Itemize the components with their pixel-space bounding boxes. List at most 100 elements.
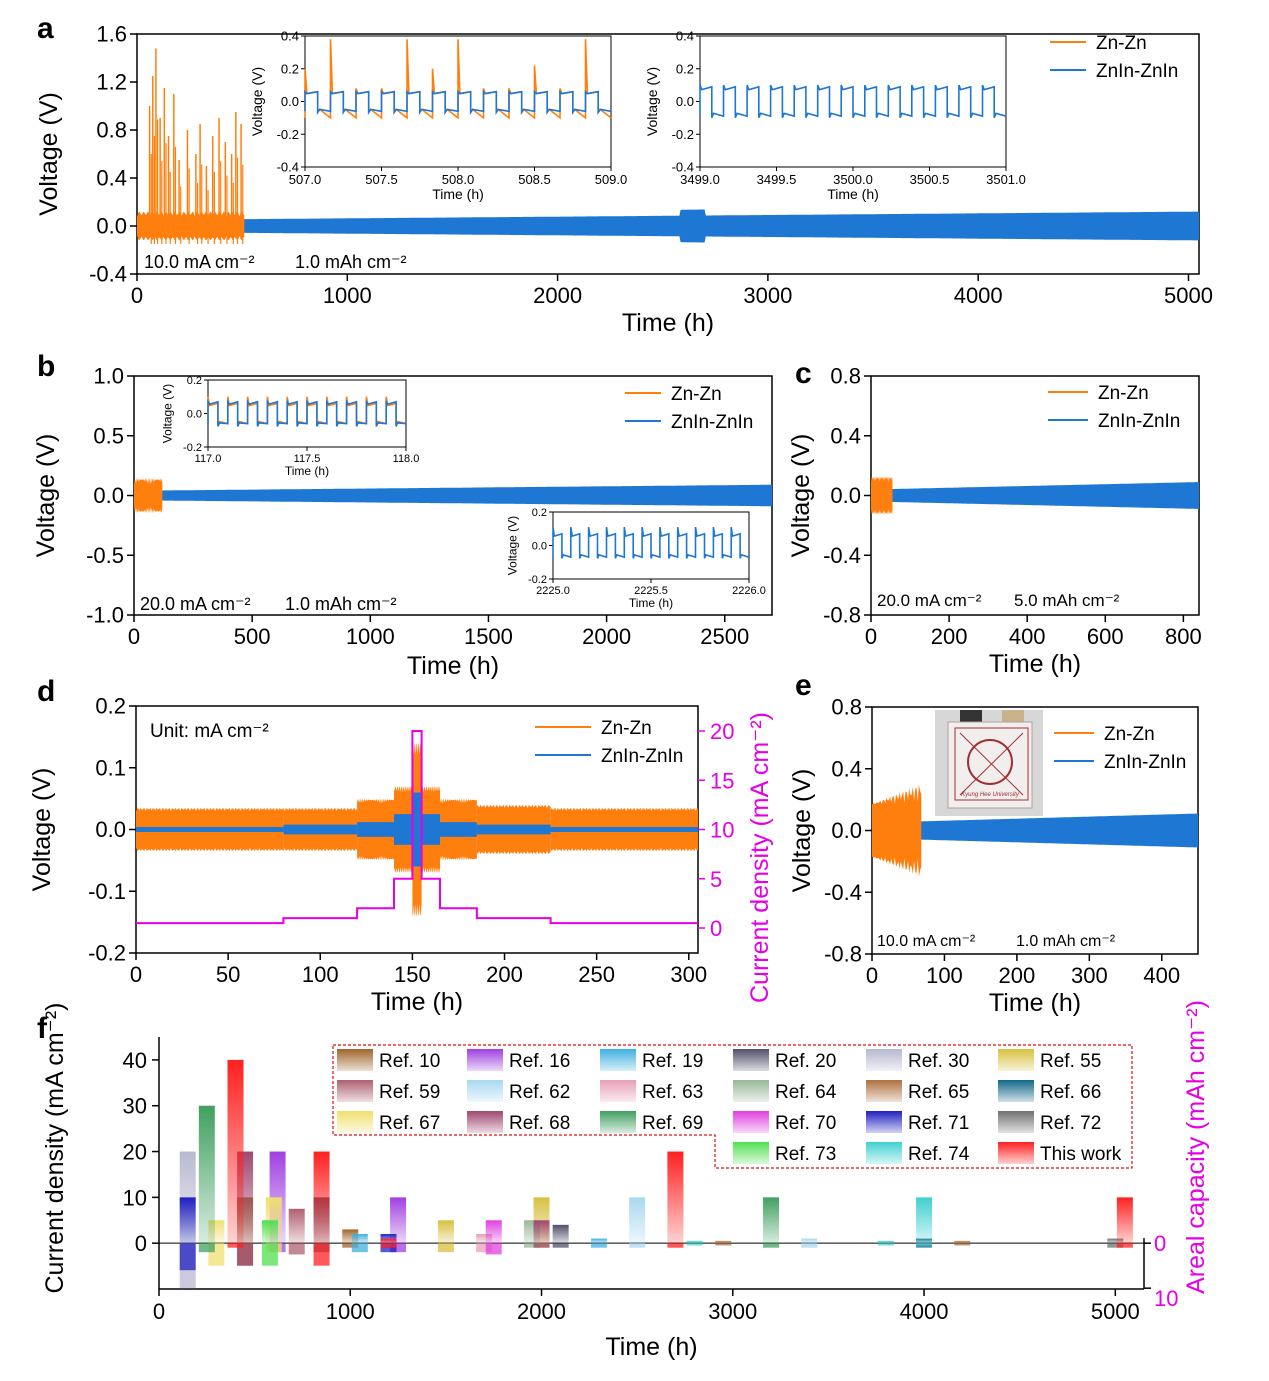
y2-tick-label: 0 <box>1154 1231 1166 1256</box>
plot-frame <box>136 33 1200 275</box>
legend-entry: Zn-Zn <box>671 384 722 405</box>
inset-x-tick-label: 117.5 <box>294 453 321 465</box>
y2-tick-label: 10 <box>1154 1286 1178 1311</box>
inset-x-tick-label: 507.5 <box>365 172 398 187</box>
panel-label-b: b <box>37 350 55 383</box>
y-axis-label: Current density (mA cm⁻²) <box>41 1002 69 1293</box>
x-tick-label: 300 <box>1071 963 1108 988</box>
x-tick-label: 200 <box>931 624 968 649</box>
y-axis-label: Voltage (V) <box>35 92 63 216</box>
bar-capacity-ref-64 <box>523 1243 540 1248</box>
x-tick-label: 1500 <box>464 624 513 649</box>
inset-y-tick-label: 0.0 <box>281 94 299 109</box>
y-tick-label: 0.0 <box>93 483 124 508</box>
legend-entry: This work <box>1040 1144 1122 1165</box>
legend-swatch <box>733 1080 769 1102</box>
znin-voltage-trace <box>357 822 394 837</box>
legend-entry: Zn-Zn <box>1098 383 1149 404</box>
tab-left <box>960 710 982 722</box>
bar-current-ref-68 <box>533 1220 550 1244</box>
bar-capacity-ref-68 <box>533 1243 550 1248</box>
legend-swatch <box>998 1080 1034 1102</box>
y-tick-label: -0.5 <box>86 543 124 568</box>
x-tick-label: 400 <box>1143 963 1180 988</box>
bar-capacity-ref-59 <box>288 1243 305 1255</box>
inset-y-label: Voltage (V) <box>644 67 660 136</box>
legend-entry: ZnIn-ZnIn <box>1096 61 1178 82</box>
x-tick-label: 0 <box>131 283 143 308</box>
x-tick-label: 2000 <box>533 283 582 308</box>
legend-entry: Ref. 69 <box>642 1113 703 1134</box>
legend-entry: Ref. 30 <box>908 1051 969 1072</box>
bar-capacity-ref-10 <box>342 1243 359 1248</box>
bar-current-this-work <box>313 1151 330 1244</box>
y-tick-label: 0.5 <box>93 423 124 448</box>
y-tick-label: 0.1 <box>95 755 126 780</box>
pouch-cell-photo: Kyung Hee University <box>935 710 1043 816</box>
legend-swatch <box>866 1049 902 1071</box>
zn-voltage-trace <box>134 477 163 514</box>
x-tick-label: 3000 <box>708 1299 757 1324</box>
legend-entry: Ref. 72 <box>1040 1113 1101 1134</box>
legend-swatch <box>733 1142 769 1164</box>
inset-y-tick-label: 0.2 <box>187 375 202 387</box>
y2-axis-label: Areal capacity (mAh cm⁻²) <box>1182 1000 1210 1294</box>
y-tick-label: 30 <box>123 1094 147 1119</box>
y-tick-label: -0.4 <box>824 880 862 905</box>
inset-x-tick-label: 3500.5 <box>910 172 950 187</box>
y-tick-label: 10 <box>123 1185 147 1210</box>
x-tick-label: 800 <box>1165 624 1202 649</box>
bar-current-this-work <box>380 1238 397 1244</box>
inset-y-tick-label: -0.4 <box>672 160 694 175</box>
bar-current-this-work <box>227 1059 244 1244</box>
bar-current-ref-62 <box>629 1197 646 1244</box>
inset-znin-trace <box>304 89 612 115</box>
inset-plot: 117.0 117.5 118.0 -0.2 0.0 0.2 Time (h) Voltage… <box>161 375 420 478</box>
inset-plot: 3499.0 3499.5 3500.0 3500.5 3501.0 -0.4 -0.2 0.… <box>644 29 1026 202</box>
y-tick-label: 0.8 <box>830 364 861 389</box>
inset-x-tick-label: 508.5 <box>518 172 551 187</box>
panel-d: 0 50 100 150 200 250 300-0.2-0.10.00.10.2Time … <box>28 694 774 1016</box>
y-tick-label: -0.4 <box>823 543 861 568</box>
bar-capacity-ref-70 <box>485 1243 502 1255</box>
bar-current-ref-71 <box>179 1197 196 1244</box>
legend-swatch <box>337 1080 373 1102</box>
y-axis-label: Voltage (V) <box>788 769 816 893</box>
y2-tick-label: 15 <box>710 768 734 793</box>
condition-annotation: 20.0 mA cm⁻² <box>877 591 982 610</box>
legend-entry: ZnIn-ZnIn <box>601 746 683 767</box>
bar-capacity-ref-19 <box>590 1243 607 1248</box>
x-axis-label: Time (h) <box>605 1333 697 1361</box>
legend-entry: Ref. 66 <box>1040 1082 1101 1103</box>
znin-voltage-trace <box>134 484 772 507</box>
logo-text: Kyung Hee University <box>961 792 1020 798</box>
x-tick-label: 0 <box>866 963 878 988</box>
inset-y-label: Voltage (V) <box>161 384 175 443</box>
x-tick-label: 5000 <box>1164 283 1213 308</box>
bar-capacity-ref-74 <box>916 1243 933 1246</box>
x-tick-label: 200 <box>999 963 1036 988</box>
x-tick-label: 100 <box>926 963 963 988</box>
legend-swatch <box>467 1080 503 1102</box>
legend-entry: Ref. 20 <box>775 1051 836 1072</box>
y2-tick-label: 20 <box>710 719 734 744</box>
inset-x-tick-label: 3499.0 <box>680 172 720 187</box>
current-density-step <box>136 730 698 925</box>
x-axis-label: Time (h) <box>989 650 1081 678</box>
zn-voltage-trace <box>871 476 893 515</box>
legend-swatch <box>337 1111 373 1133</box>
inset-x-tick-label: 3501.0 <box>986 172 1026 187</box>
bar-current-ref-74 <box>877 1240 894 1244</box>
x-tick-label: 1000 <box>326 1299 375 1324</box>
legend-swatch <box>600 1111 636 1133</box>
y-tick-label: 0 <box>135 1231 147 1256</box>
inset-y-tick-label: 0.4 <box>676 29 694 44</box>
inset-x-label: Time (h) <box>285 464 329 478</box>
x-tick-label: 5000 <box>1091 1299 1140 1324</box>
inset-plot: 507.0 507.5 508.0 508.5 509.0 -0.4 -0.2 0.0 0.2 0… <box>249 29 627 202</box>
inset-x-label: Time (h) <box>432 186 484 202</box>
legend-entry: ZnIn-ZnIn <box>1104 752 1186 773</box>
y-tick-label: -0.2 <box>88 941 126 966</box>
inset-y-tick-label: -0.2 <box>672 127 694 142</box>
y2-tick-label: 10 <box>710 818 734 843</box>
